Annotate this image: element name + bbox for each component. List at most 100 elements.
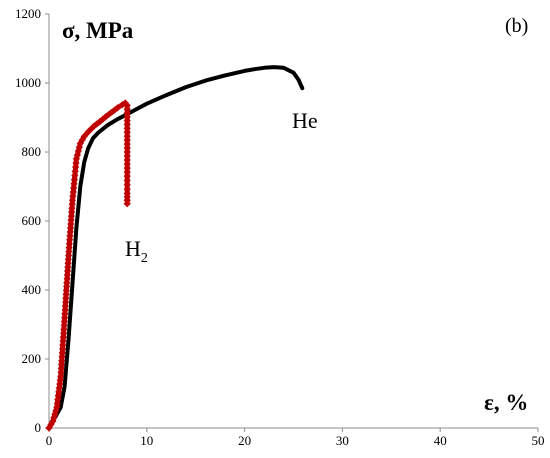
data-point [80,132,88,141]
data-point [63,267,72,275]
data-point [66,228,74,236]
x-tick-label: 20 [238,433,251,448]
data-point [70,184,78,192]
y-tick-label: 0 [35,420,42,435]
data-point [58,357,66,365]
data-point [123,148,131,156]
data-point [66,236,74,244]
data-point [71,171,79,180]
data-point [63,271,71,279]
y-tick-label: 200 [22,351,42,366]
data-point [55,388,63,396]
series-label-h2: H2 [125,236,148,266]
data-point [123,168,131,176]
data-point [57,364,65,373]
data-point [123,164,131,172]
y-tick-label: 600 [22,213,42,228]
data-point [64,259,72,267]
series-label-h2-subscript: 2 [141,251,148,266]
data-point [61,310,69,318]
data-point [72,163,80,171]
data-point [62,294,70,302]
data-point [123,136,131,144]
plot-area [45,65,305,432]
data-point [57,360,66,369]
data-point [50,414,58,422]
data-point [67,220,75,228]
data-point [123,152,131,160]
x-tick-label: 30 [336,433,349,448]
data-point [123,105,131,113]
data-point [64,251,73,260]
data-point [67,212,75,220]
data-point [69,192,77,200]
data-point [61,302,69,310]
y-tick-label: 1000 [15,75,41,90]
data-point [51,410,59,418]
data-point [72,159,80,167]
data-point [63,279,71,287]
data-point [123,160,131,168]
data-point [53,399,61,408]
data-point [123,185,131,193]
data-point [70,176,79,184]
data-point [123,176,131,185]
data-point [123,140,131,148]
data-point [123,120,131,128]
data-point [58,353,66,361]
x-tick-label: 0 [46,433,53,448]
data-point [123,109,131,117]
x-tick-label: 40 [434,433,447,448]
data-point [68,196,77,204]
data-point [68,208,76,216]
y-tick-label: 800 [22,144,42,159]
data-point [69,188,77,196]
data-point [123,144,131,152]
y-axis-title: σ, MPa [62,18,134,43]
data-point [65,240,73,248]
panel-label: (b) [505,15,528,37]
data-point [71,167,79,175]
data-point [56,376,64,384]
data-point [67,216,75,224]
data-point [66,224,75,232]
data-point [62,298,70,306]
data-point [123,101,131,110]
data-point [59,333,67,341]
data-point [68,204,76,212]
data-point [123,117,131,125]
data-point [62,290,70,298]
series-label-he: He [292,108,318,133]
data-point [68,200,76,208]
data-point [56,380,64,388]
data-point [60,329,68,337]
data-point [59,341,67,349]
data-point [60,317,68,326]
ticks: 0 10 20 30 40 50 0 200 400 600 800 1000 1200 [15,6,545,448]
data-point [57,368,65,376]
y-tick-label: 400 [22,282,42,297]
data-point [63,275,71,283]
data-point [63,282,71,291]
data-point [61,306,69,314]
data-point [78,136,86,144]
x-tick-label: 50 [532,433,545,448]
data-point [123,172,131,180]
x-tick-label: 10 [140,433,153,448]
data-point [66,232,74,240]
data-point [123,132,131,140]
data-point [123,156,131,164]
data-point [60,325,68,333]
series-label-h2-main: H [125,236,141,261]
data-point [123,113,131,121]
data-point [73,151,81,159]
series-line-he [47,65,305,430]
data-point [57,372,65,380]
data-point [123,128,131,136]
data-point [113,104,122,112]
data-point [58,349,66,357]
data-point [62,286,70,295]
data-point [70,180,78,188]
data-point [123,200,131,208]
